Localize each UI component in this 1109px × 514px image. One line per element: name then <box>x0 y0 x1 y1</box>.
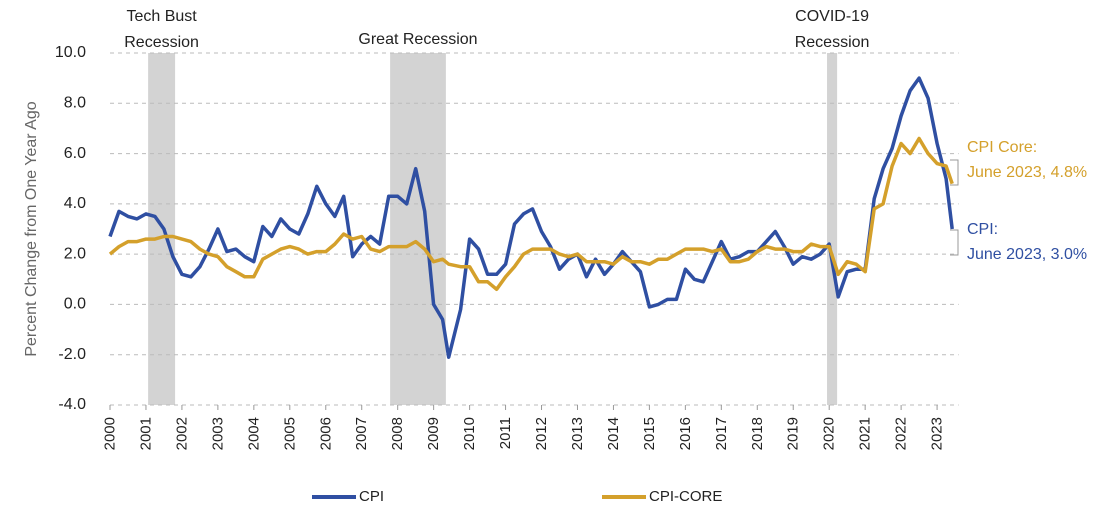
x-tick-label: 2009 <box>425 417 442 450</box>
x-tick-label: 2016 <box>677 417 694 450</box>
x-tick-label: 2002 <box>173 417 190 450</box>
recession-label: COVID-19 <box>795 8 869 25</box>
series-line <box>108 76 954 359</box>
x-tick-label: 2014 <box>605 417 622 450</box>
series-line <box>108 136 954 292</box>
x-tick-label: 2023 <box>929 417 946 450</box>
y-tick-label: 0.0 <box>64 296 86 313</box>
x-tick-label: 2006 <box>317 417 334 450</box>
recession-band <box>827 53 838 405</box>
x-tick-label: 2005 <box>281 417 298 450</box>
x-tick-label: 2017 <box>713 417 730 450</box>
recession-band <box>148 53 176 405</box>
x-tick-label: 2000 <box>102 417 119 450</box>
y-axis-label: Percent Change from One Year Ago <box>23 101 40 356</box>
x-tick-label: 2020 <box>821 417 838 450</box>
x-tick-label: 2018 <box>749 417 766 450</box>
annotation: CPI Core: <box>967 139 1037 156</box>
x-tick-label: 2012 <box>533 417 550 450</box>
x-tick-label: 2013 <box>569 417 586 450</box>
x-tick-label: 2015 <box>641 417 658 450</box>
annotation: June 2023, 4.8% <box>967 164 1087 181</box>
y-tick-label: 2.0 <box>64 245 86 262</box>
x-tick-label: 2019 <box>785 417 802 450</box>
annotation-bracket <box>950 159 959 186</box>
x-tick-label: 2022 <box>893 417 910 450</box>
y-tick-label: -4.0 <box>58 396 86 413</box>
annotation: June 2023, 3.0% <box>967 246 1087 263</box>
recession-label: Recession <box>795 34 870 51</box>
legend-label: CPI <box>359 488 384 505</box>
recession-label: Recession <box>124 34 199 51</box>
x-tick-label: 2003 <box>209 417 226 450</box>
annotation: CPI: <box>967 221 998 238</box>
x-tick-label: 2011 <box>497 417 514 449</box>
y-tick-label: 6.0 <box>64 145 86 162</box>
y-tick-label: 10.0 <box>55 44 86 61</box>
x-tick-label: 2001 <box>137 417 154 450</box>
recession-band <box>390 53 446 405</box>
x-tick-label: 2007 <box>353 417 370 450</box>
x-tick-label: 2004 <box>245 417 262 450</box>
legend-label: CPI-CORE <box>649 488 722 505</box>
x-tick-label: 2021 <box>857 417 874 450</box>
y-tick-label: -2.0 <box>58 346 86 363</box>
x-tick-label: 2010 <box>461 417 478 450</box>
y-tick-label: 8.0 <box>64 95 86 112</box>
recession-label: Great Recession <box>358 31 477 48</box>
annotation-bracket <box>950 229 959 256</box>
recession-label: Tech Bust <box>126 8 197 25</box>
y-tick-label: 4.0 <box>64 195 86 212</box>
x-tick-label: 2008 <box>389 417 406 450</box>
